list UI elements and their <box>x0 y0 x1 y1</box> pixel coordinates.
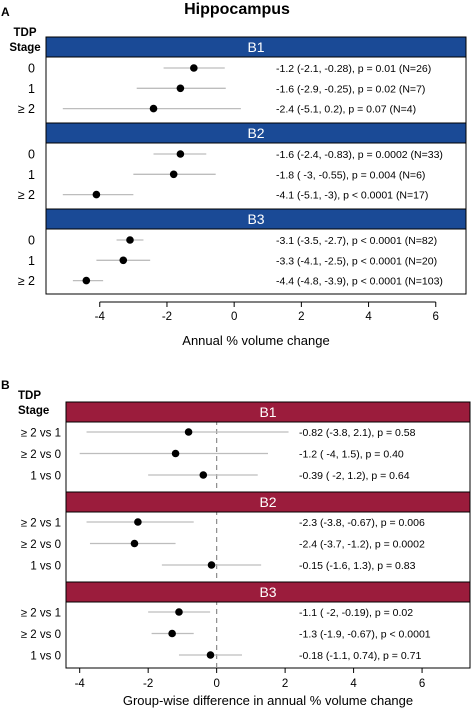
estimate-point <box>175 608 183 616</box>
estimate-point <box>190 64 198 72</box>
row-label: 1 <box>28 82 35 96</box>
row-label: ≥ 2 vs 1 <box>21 428 61 440</box>
estimate-point <box>149 104 158 113</box>
estimate-annotation: -3.1 (-3.5, -2.7), p < 0.0001 (N=82) <box>276 235 437 247</box>
estimate-annotation: -1.6 (-2.4, -0.83), p = 0.0002 (N=33) <box>276 149 443 161</box>
estimate-point <box>184 428 193 436</box>
x-axis-label: Group-wise difference in annual % volume… <box>123 693 413 708</box>
estimate-point <box>119 256 128 265</box>
panel-b-letter: B <box>1 378 10 392</box>
estimate-point <box>134 518 142 526</box>
row-label: ≥ 2 vs 1 <box>21 518 61 530</box>
row-header-stage: Stage <box>18 405 49 417</box>
row-label: 1 vs 0 <box>30 471 61 483</box>
estimate-annotation: -0.15 (-1.6, 1.3), p = 0.83 <box>299 560 416 572</box>
x-tick-label: -2 <box>143 678 153 690</box>
estimate-annotation: -0.39 ( -2, 1.2), p = 0.64 <box>299 470 410 482</box>
x-tick-label: 4 <box>365 311 372 323</box>
estimate-annotation: -2.3 (-3.8, -0.67), p = 0.006 <box>299 517 425 529</box>
group-label-b3: B3 <box>247 211 264 227</box>
row-label: 1 <box>28 168 35 182</box>
estimate-point <box>176 150 185 158</box>
group-label-b2: B2 <box>247 125 264 141</box>
x-tick-label: 4 <box>350 678 357 690</box>
panel-b-forest-plot: TDP Stage B1 ≥ 2 vs 1 -0.82 (-3.8, 2.1), p =… <box>18 390 471 708</box>
group-label-b3: B3 <box>259 584 276 600</box>
estimate-annotation: -1.8 ( -3, -0.55), p = 0.004 (N=6) <box>276 169 425 181</box>
panel-a-letter: A <box>1 5 10 19</box>
row-label: 1 <box>28 254 35 268</box>
row-label: ≥ 2 vs 0 <box>21 539 61 551</box>
x-tick-label: 6 <box>419 678 425 690</box>
figure-title: Hippocampus <box>184 1 290 18</box>
estimate-annotation: -1.1 ( -2, -0.19), p = 0.02 <box>299 607 413 619</box>
x-tick-label: -4 <box>95 311 106 323</box>
estimate-annotation: -0.82 (-3.8, 2.1), p = 0.58 <box>299 427 416 439</box>
row-header-stage: Stage <box>9 42 40 54</box>
row-label: 0 <box>28 148 35 162</box>
x-tick-label: 2 <box>298 311 304 323</box>
row-label: ≥ 2 vs 1 <box>21 608 61 620</box>
estimate-point <box>92 190 101 199</box>
row-label: ≥ 2 vs 0 <box>21 629 61 641</box>
row-label: ≥ 2 <box>18 274 35 288</box>
estimate-annotation: -0.18 (-1.1, 0.74), p = 0.71 <box>299 650 421 662</box>
x-tick-label: 0 <box>213 678 219 690</box>
row-label: 0 <box>28 62 35 76</box>
x-tick-label: 0 <box>231 311 237 323</box>
row-header-tdp: TDP <box>18 390 41 402</box>
group-band-b1 <box>45 36 467 58</box>
estimate-annotation: -4.4 (-4.8, -3.9), p < 0.0001 (N=103) <box>276 276 443 288</box>
estimate-point <box>126 236 134 244</box>
estimate-annotation: -4.1 (-5.1, -3), p < 0.0001 (N=17) <box>276 190 428 202</box>
group-label-b1: B1 <box>247 39 264 55</box>
panel-a-forest-plot: TDP Stage B1 0 -1.2 (-2.1, -0.28), p = 0.01 … <box>9 27 467 348</box>
row-label: ≥ 2 <box>18 102 35 116</box>
estimate-annotation: -3.3 (-4.1, -2.5), p < 0.0001 (N=20) <box>276 255 437 267</box>
estimate-point <box>168 629 176 638</box>
x-tick-label: 2 <box>282 678 288 690</box>
estimate-point <box>82 276 91 285</box>
estimate-point <box>207 561 216 569</box>
row-label: ≥ 2 vs 0 <box>21 449 61 461</box>
x-axis-label: Annual % volume change <box>182 333 329 348</box>
row-label: 1 vs 0 <box>30 561 61 573</box>
row-label: 1 vs 0 <box>30 651 61 663</box>
estimate-annotation: -2.4 (-5.1, 0.2), p = 0.07 (N=4) <box>276 104 416 116</box>
estimate-point <box>171 449 180 458</box>
estimate-annotation: -1.2 ( -4, 1.5), p = 0.40 <box>299 449 404 461</box>
group-label-b1: B1 <box>259 404 276 420</box>
estimate-point <box>130 539 139 548</box>
estimate-point <box>206 651 215 659</box>
row-header-tdp: TDP <box>14 27 37 39</box>
x-tick-label: -4 <box>75 678 86 690</box>
estimate-point <box>199 471 208 479</box>
estimate-annotation: -2.4 (-3.7, -1.2), p = 0.0002 <box>299 539 425 551</box>
estimate-annotation: -1.2 (-2.1, -0.28), p = 0.01 (N=26) <box>276 63 431 75</box>
estimate-annotation: -1.3 (-1.9, -0.67), p < 0.0001 <box>299 629 431 641</box>
group-band-b1 <box>65 401 471 423</box>
estimate-point <box>176 84 185 93</box>
x-tick-label: -2 <box>162 311 172 323</box>
row-label: ≥ 2 <box>18 188 35 202</box>
estimate-annotation: -1.6 (-2.9, -0.25), p = 0.02 (N=7) <box>276 83 425 95</box>
row-label: 0 <box>28 234 35 248</box>
estimate-point <box>169 170 178 179</box>
x-tick-label: 6 <box>433 311 439 323</box>
group-label-b2: B2 <box>259 494 276 510</box>
